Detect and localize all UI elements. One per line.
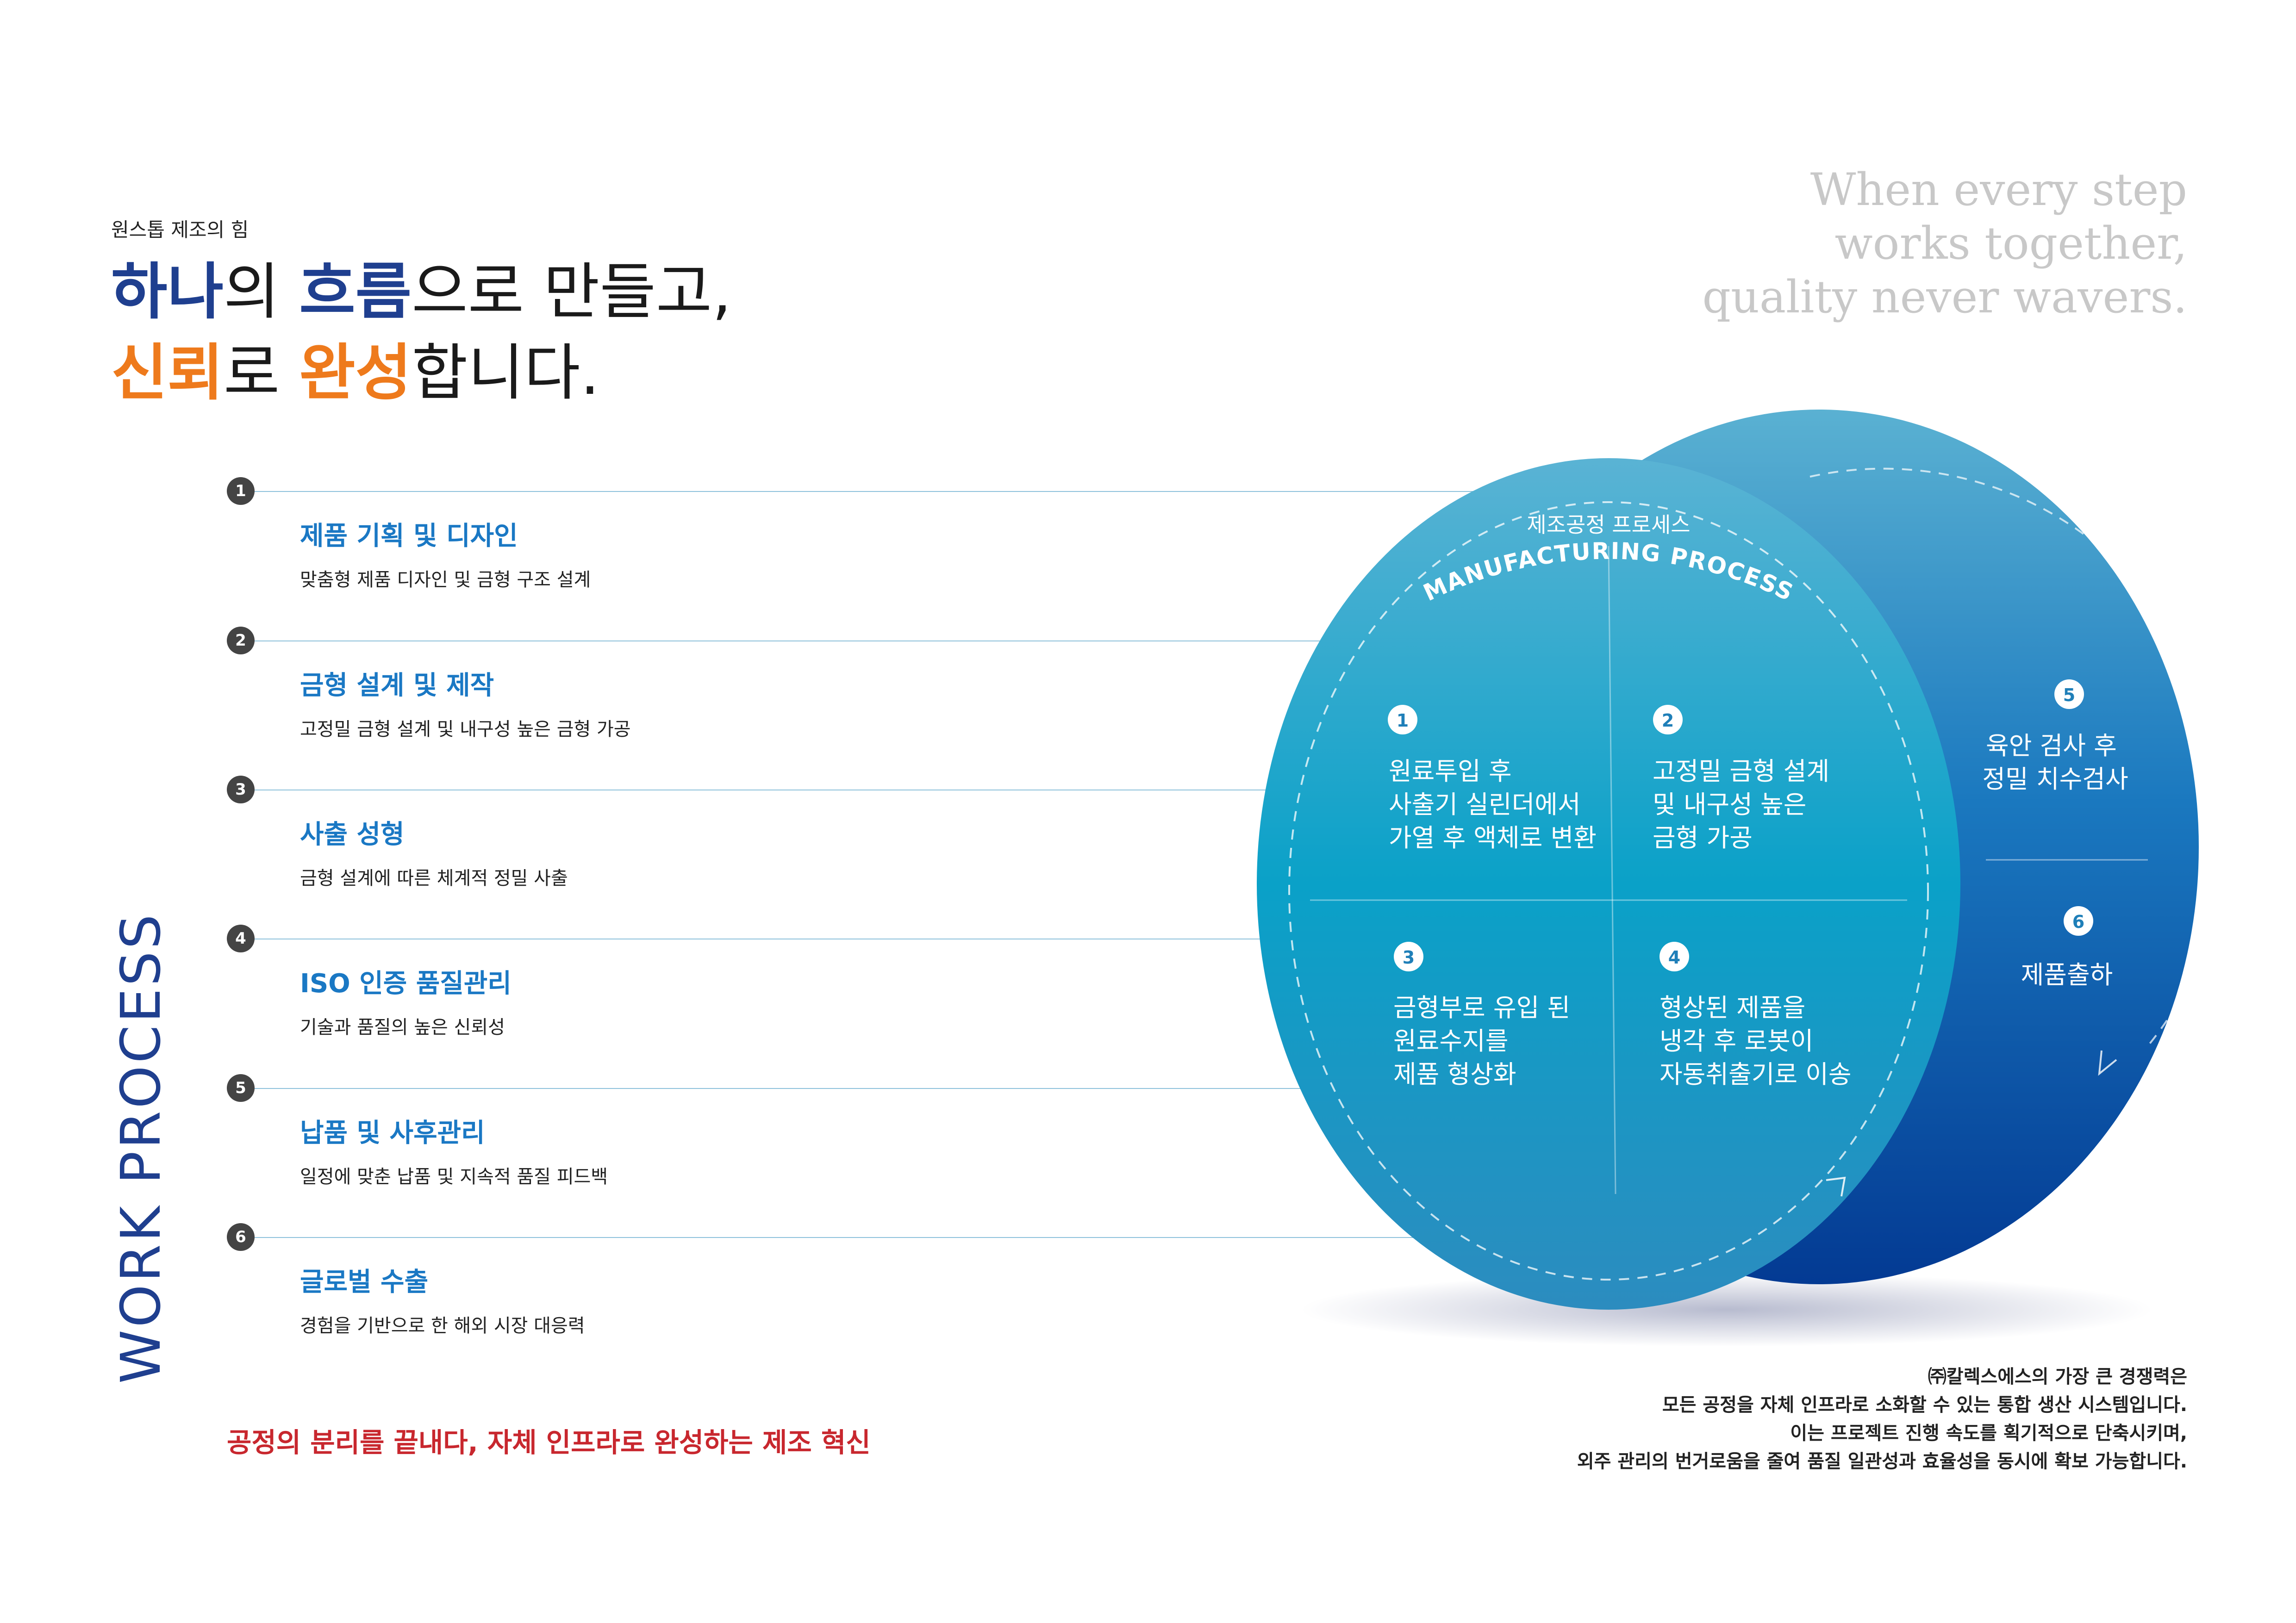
step-title: ISO 인증 품질관리 [300, 969, 512, 999]
process-step-number: 3 [1403, 947, 1415, 968]
headline-accent: 완성 [299, 337, 412, 409]
process-step-badge [2054, 679, 2084, 709]
work-process-vertical-label: WORK PROCESS [109, 912, 173, 1384]
step-description: 금형 설계에 따른 체계적 정밀 사출 [300, 868, 568, 889]
dashed-orbit-right [1809, 467, 2229, 1047]
step-title: 납품 및 사후관리 [300, 1118, 485, 1148]
summary-line: ㈜칼렉스에스의 가장 큰 경쟁력은 [1928, 1366, 2187, 1387]
step-title: 제품 기획 및 디자인 [300, 521, 518, 551]
tagline-line: works together, [1834, 218, 2187, 269]
process-step-badge [1660, 942, 1689, 971]
process-step-badge [1653, 705, 1683, 734]
step-title: 글로벌 수출 [300, 1267, 429, 1297]
process-step-number: 2 [1662, 710, 1674, 731]
step-title: 사출 성형 [300, 820, 405, 850]
step-description: 일정에 맞춘 납품 및 지속적 품질 피드백 [300, 1166, 608, 1188]
step-number-badge: 6 [227, 1223, 255, 1251]
diagram-title-ko: 제조공정 프로세스 [1527, 512, 1690, 537]
eyebrow-text: 원스톱 제조의 힘 [111, 218, 249, 241]
step-number-badge: 5 [227, 1074, 255, 1102]
step-description: 고정밀 금형 설계 및 내구성 높은 금형 가공 [300, 719, 631, 740]
process-step-number: 1 [1397, 710, 1409, 731]
process-step-text: 원료투입 후 사출기 실린더에서 가열 후 액체로 변환 [1389, 757, 1597, 852]
headline-accent: 하나 [111, 256, 224, 328]
manufacturing-process-diagram: 제조공정 프로세스 MANUFACTURING PROCESS 1 원료투입 후… [1257, 410, 2229, 1347]
process-step-number: 5 [2063, 685, 2075, 705]
process-step-text: 육안 검사 후 정밀 치수검사 [1982, 731, 2128, 794]
summary-line: 이는 프로젝트 진행 속도를 획기적으로 단축시키며, [1790, 1423, 2187, 1444]
headline-line-1: 하나의 흐름으로 만들고, [111, 261, 731, 323]
process-step-text: 제품출하 [2021, 960, 2113, 989]
headline-accent: 신뢰 [111, 337, 224, 409]
process-step-text: 고정밀 금형 설계 및 내구성 높은 금형 가공 [1653, 757, 1837, 852]
headline-text: 합니다. [412, 337, 600, 409]
step-connector-line [241, 1088, 1435, 1089]
slogan: 공정의 분리를 끝내다, 자체 인프라로 완성하는 제조 혁신 [227, 1427, 871, 1458]
dashed-orbit-inner [1288, 501, 1929, 1281]
tagline-line: quality never wavers. [1702, 271, 2187, 323]
headline-text: 의 [223, 256, 299, 328]
step-connector-line [241, 491, 1546, 492]
step-description: 기술과 품질의 높은 신뢰성 [300, 1017, 505, 1038]
front-circle [1257, 458, 1960, 1310]
step-connector-line [241, 640, 1435, 641]
summary-line: 외주 관리의 번거로움을 줄여 품질 일관성과 효율성을 동시에 확보 가능합니… [1577, 1451, 2187, 1472]
tagline-line: When every step [1810, 164, 2187, 216]
headline-text: 으로 만들고, [412, 256, 732, 328]
quadrant-divider-vertical [1608, 546, 1616, 1194]
step-description: 경험을 기반으로 한 해외 시장 대응력 [300, 1315, 585, 1337]
step-description: 맞춤형 제품 디자인 및 금형 구조 설계 [300, 569, 591, 591]
step-number-badge: 1 [227, 477, 255, 505]
step-number-badge: 2 [227, 627, 255, 654]
step-number-badge: 4 [227, 925, 255, 952]
process-step-number: 4 [1668, 947, 1680, 968]
process-step-badge [2064, 906, 2093, 936]
headline-line-2: 신뢰로 완성합니다. [111, 342, 599, 404]
step-connector-line [241, 1237, 1491, 1238]
summary-line: 모든 공정을 자체 인프라로 소화할 수 있는 통합 생산 시스템입니다. [1662, 1394, 2187, 1416]
arrow-head-icon [1826, 1176, 1846, 1197]
arrow-head-icon [2098, 1050, 2117, 1076]
step-number-badge: 3 [227, 776, 255, 803]
headline-accent: 흐름 [299, 256, 412, 328]
headline-text: 로 [223, 337, 299, 409]
step-title: 금형 설계 및 제작 [300, 671, 494, 701]
process-step-badge [1394, 942, 1423, 971]
company-summary: ㈜칼렉스에스의 가장 큰 경쟁력은 모든 공정을 자체 인프라로 소화할 수 있… [1354, 1363, 2187, 1476]
english-tagline: When every step works together, quality … [1585, 163, 2187, 324]
process-step-badge [1388, 705, 1417, 734]
process-step-text: 금형부로 유입 된 원료수지를 제품 형상화 [1393, 993, 1578, 1089]
process-step-text: 형상된 제품을 냉각 후 로봇이 자동취출기로 이송 [1660, 993, 1852, 1089]
process-step-number: 6 [2072, 912, 2084, 932]
